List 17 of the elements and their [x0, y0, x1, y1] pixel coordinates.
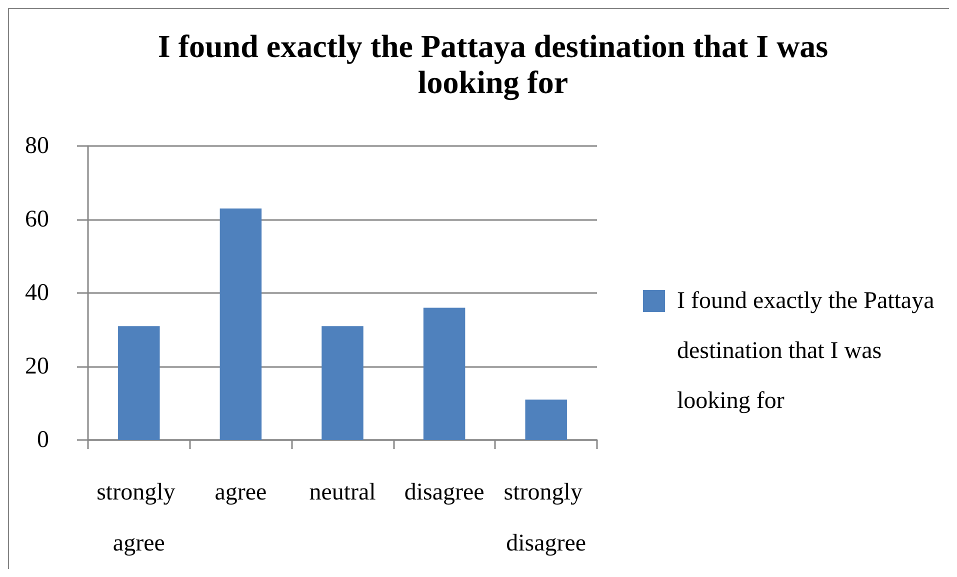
bar [423, 308, 466, 440]
x-tick-label: strongly agree [96, 480, 182, 556]
y-tick-label: 40 [25, 280, 49, 306]
legend-label: I found exactly the Pattaya destination that I was looking for [677, 288, 940, 414]
y-tick-label: 60 [25, 206, 49, 232]
x-tick-label: disagree [404, 480, 484, 506]
x-tick-label: agree [214, 480, 267, 506]
bar [118, 326, 160, 440]
y-tick-label: 0 [37, 427, 49, 453]
y-tick-label: 80 [25, 133, 49, 159]
bar [220, 208, 262, 440]
bar [322, 326, 364, 440]
bar [525, 400, 567, 440]
y-tick-label: 20 [25, 354, 49, 380]
x-tick-label: strongly disagree [504, 480, 588, 556]
chart-title: I found exactly the Pattaya destination that I was looking for [158, 28, 828, 101]
x-tick-label: neutral [309, 480, 376, 506]
